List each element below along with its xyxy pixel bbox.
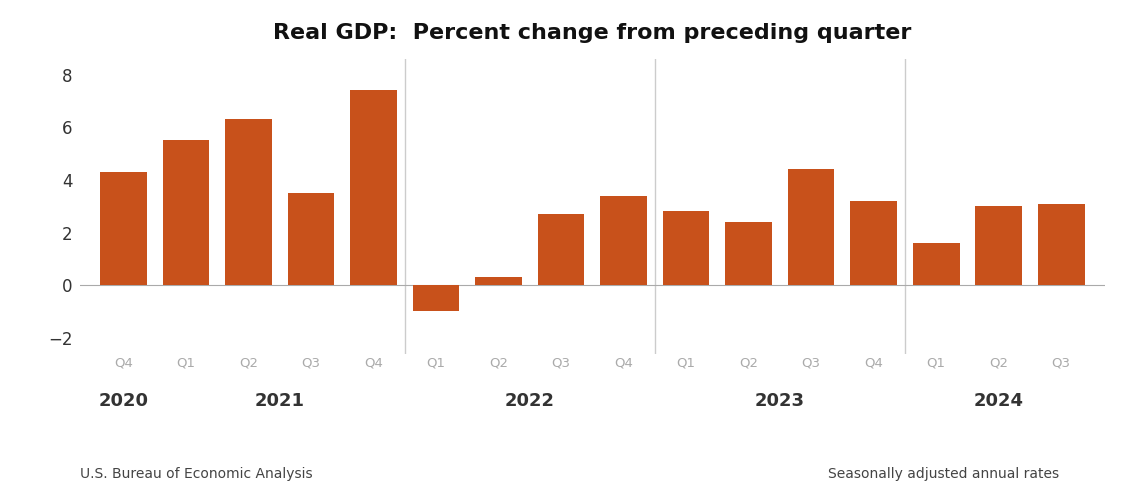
- Title: Real GDP:  Percent change from preceding quarter: Real GDP: Percent change from preceding …: [273, 24, 911, 44]
- Text: 2021: 2021: [255, 392, 305, 410]
- Text: U.S. Bureau of Economic Analysis: U.S. Bureau of Economic Analysis: [80, 467, 312, 481]
- Bar: [412, 285, 459, 311]
- Bar: [600, 196, 647, 285]
- Bar: [100, 172, 147, 285]
- Bar: [226, 119, 272, 285]
- Text: 2023: 2023: [755, 392, 805, 410]
- Bar: [975, 206, 1022, 285]
- Text: Seasonally adjusted annual rates: Seasonally adjusted annual rates: [828, 467, 1059, 481]
- Bar: [287, 193, 335, 285]
- Bar: [163, 140, 210, 285]
- Bar: [538, 214, 584, 285]
- Bar: [850, 201, 898, 285]
- Bar: [663, 212, 710, 285]
- Text: 2022: 2022: [505, 392, 555, 410]
- Text: 2020: 2020: [98, 392, 148, 410]
- Bar: [350, 90, 398, 285]
- Bar: [787, 169, 835, 285]
- Bar: [912, 243, 959, 285]
- Bar: [726, 222, 772, 285]
- Bar: [1038, 204, 1084, 285]
- Bar: [475, 277, 522, 285]
- Text: 2024: 2024: [974, 392, 1024, 410]
